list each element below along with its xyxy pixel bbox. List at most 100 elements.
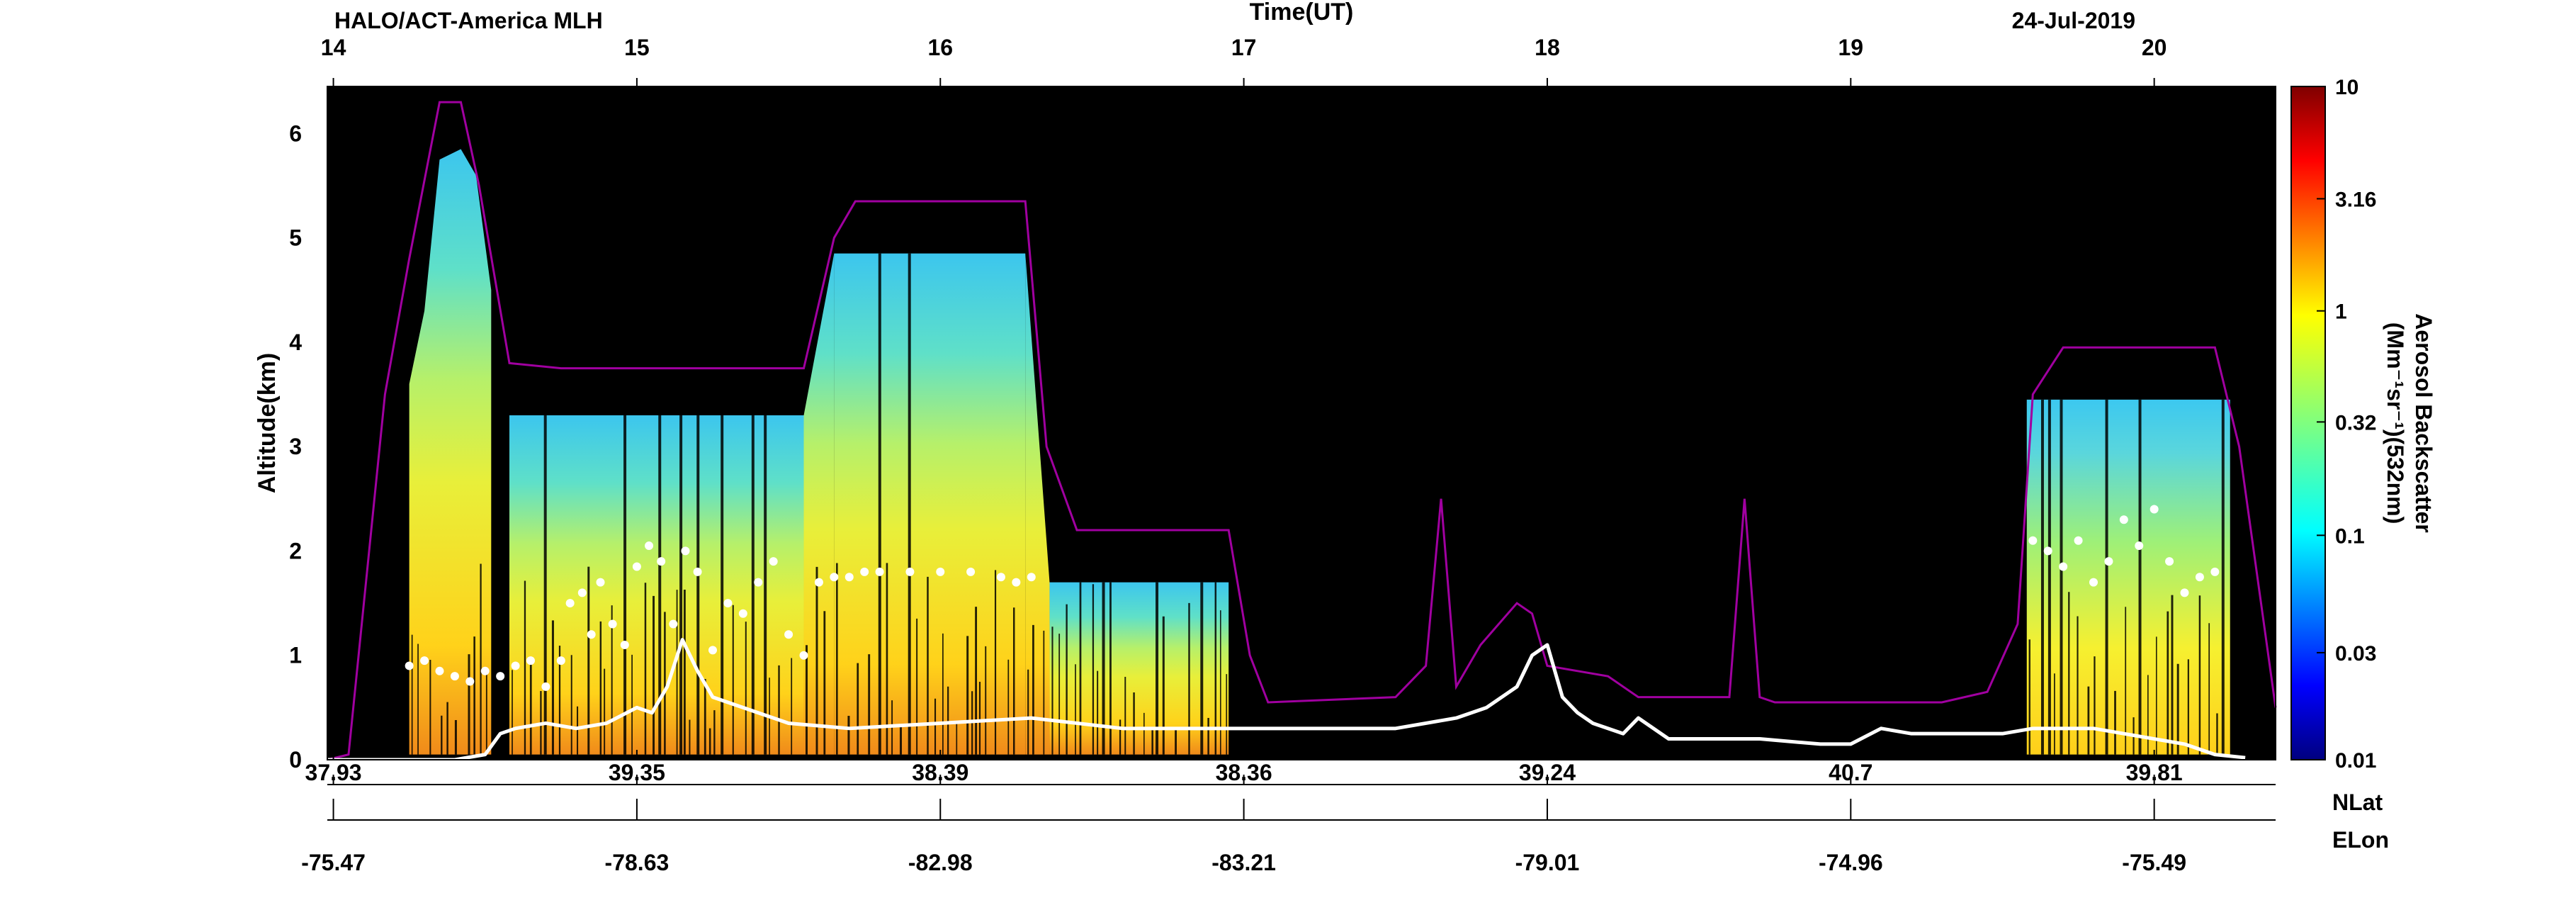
lon-tick-label: -74.96: [1819, 850, 1883, 875]
mixed-layer-height-line: [327, 638, 2246, 762]
lat-tick-label: 37.93: [305, 760, 362, 785]
colorbar-tick-label: 1: [2335, 300, 2347, 324]
colorbar-tick-label: 10: [2335, 76, 2358, 99]
mlh-dot: [496, 672, 505, 681]
mlh-dot: [860, 567, 869, 576]
mlh-dot: [2165, 557, 2174, 566]
lon-tick-label: -83.21: [1211, 850, 1276, 875]
mlh-dot: [2119, 515, 2128, 524]
mlh-dot: [587, 630, 596, 639]
mlh-dot: [450, 672, 459, 681]
mlh-dot: [2104, 557, 2113, 566]
mlh-dot: [2195, 573, 2204, 582]
lat-tick-label: 39.35: [609, 760, 665, 785]
lat-tick-label: 39.24: [1519, 760, 1576, 785]
curtain-segment: [1025, 253, 1050, 755]
lon-tick-label: -75.47: [301, 850, 366, 875]
altitude-tick-label: 4: [289, 330, 302, 355]
mlh-dot: [420, 656, 429, 665]
time-tick-label: 15: [624, 35, 650, 60]
mlh-dot: [608, 619, 617, 629]
curtain-segment: [803, 253, 835, 755]
mlh-dot: [1012, 578, 1021, 587]
lat-tick-label: 38.36: [1216, 760, 1272, 785]
mlh-dot: [645, 541, 654, 551]
mlh-dot: [681, 546, 690, 556]
lon-tick-label: -82.98: [908, 850, 973, 875]
colorbar-tick-label: 0.32: [2335, 411, 2376, 434]
time-axis: 14 15 16 17 18 19 20: [321, 35, 2167, 760]
mlh-dot: [830, 573, 839, 582]
aircraft-altitude-line: [327, 101, 2277, 761]
altitude-tick-label: 2: [289, 538, 302, 563]
lat-tick-label: 39.81: [2126, 760, 2183, 785]
mlh-dot: [905, 567, 915, 576]
time-tick-label: 19: [1838, 35, 1864, 60]
mlh-dot: [2180, 588, 2189, 597]
time-tick-label: 16: [927, 35, 953, 60]
altitude-axis: 0 1 2 3 4 5 6: [289, 120, 337, 773]
mlh-dot: [669, 619, 678, 629]
mlh-dot: [2074, 536, 2083, 545]
mlh-dot: [435, 666, 444, 675]
mlh-dot: [632, 562, 641, 571]
colorbar-tick-label: 0.1: [2335, 524, 2365, 548]
mlh-dot: [577, 588, 587, 597]
colorbar-tick-label: 3.16: [2335, 188, 2376, 211]
mlh-dot: [814, 578, 823, 587]
time-tick-label: 20: [2142, 35, 2167, 60]
curtain-segment: [834, 253, 1026, 755]
mlh-dot: [2059, 562, 2068, 571]
mlh-dot: [2150, 505, 2159, 514]
mlh-dot: [526, 656, 535, 665]
curtain-segment: [409, 149, 492, 755]
mlh-dot: [465, 677, 475, 686]
colorbar-ticks: 0.01 0.03 0.1 0.32 1 3.16 10: [2317, 76, 2376, 773]
mlh-dot: [511, 661, 520, 670]
lat-tick-label: 38.39: [912, 760, 968, 785]
altitude-tick-label: 1: [289, 643, 302, 668]
curtain-segment: [509, 415, 804, 755]
lon-tick-label: -79.01: [1515, 850, 1580, 875]
altitude-tick-label: 5: [289, 225, 302, 251]
mixed-layer-height-dots: [405, 505, 2220, 691]
lat-tick-label: 40.7: [1829, 760, 1872, 785]
mlh-dot: [405, 661, 414, 670]
latitude-axis: 37.93 39.35 38.39 38.36 39.24 40.7 39.81: [305, 760, 2183, 785]
title-left: HALO/ACT-America MLH: [334, 8, 603, 33]
mlh-dot: [936, 567, 945, 576]
colorbar: [2290, 86, 2326, 760]
altitude-tick-label: 0: [289, 747, 302, 773]
mlh-dot: [541, 682, 550, 691]
colorbar-label-line1: Aerosol Backscatter: [2411, 313, 2436, 532]
title-right: 24-Jul-2019: [2012, 8, 2135, 33]
mlh-dot: [620, 640, 629, 649]
lon-tick-label: -78.63: [605, 850, 670, 875]
y-axis-label: Altitude(km): [254, 353, 281, 493]
mlh-dot: [565, 599, 575, 608]
title-center: Time(UT): [1250, 0, 1354, 26]
colorbar-tick-label: 0.01: [2335, 749, 2376, 773]
mlh-dot: [799, 651, 808, 660]
mlh-dot: [693, 567, 702, 576]
colorbar-label-line2: (Mm⁻¹sr⁻¹)(532nm): [2383, 322, 2408, 524]
lon-tick-label: -75.49: [2122, 850, 2186, 875]
time-tick-label: 14: [321, 35, 346, 60]
mlh-dot: [996, 573, 1005, 582]
time-tick-label: 17: [1231, 35, 1257, 60]
mlh-dot: [2089, 578, 2098, 587]
time-tick-label: 18: [1535, 35, 1560, 60]
longitude-axis: -75.47 -78.63 -82.98 -83.21 -79.01 -74.96 -75.…: [301, 799, 2186, 875]
mlh-dot: [2043, 546, 2052, 556]
mlh-dot: [556, 656, 565, 665]
mlh-dot: [769, 557, 778, 566]
mlh-dot: [596, 578, 605, 587]
mlh-dot: [754, 578, 763, 587]
mlh-dot: [723, 599, 733, 608]
mlh-dot: [2028, 536, 2038, 545]
mlh-dot: [738, 609, 747, 618]
mlh-dot: [2135, 541, 2144, 551]
mlh-dot: [784, 630, 793, 639]
lat-axis-label: NLat: [2332, 790, 2383, 815]
